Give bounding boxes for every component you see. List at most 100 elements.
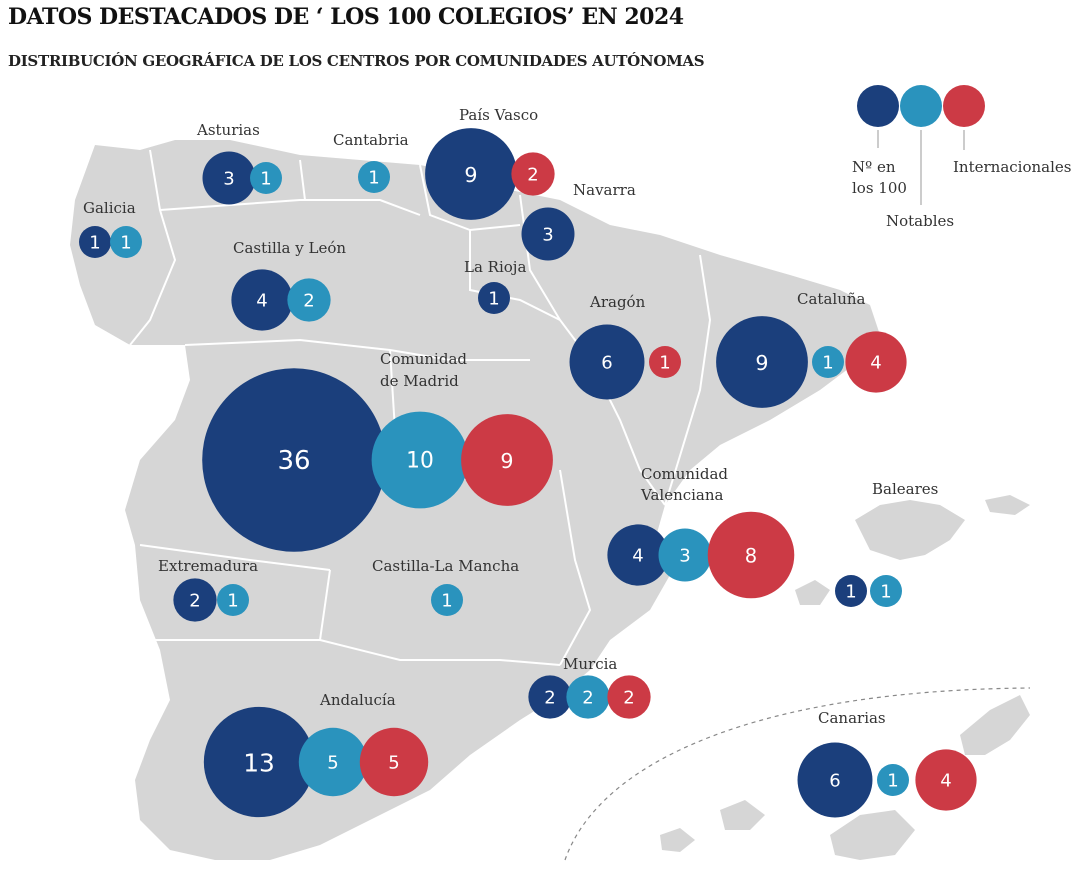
page-subtitle: DISTRIBUCIÓN GEOGRÁFICA DE LOS CENTROS P… xyxy=(8,52,705,70)
bubble-value-notables: 1 xyxy=(227,591,238,612)
bubble-internacionales xyxy=(915,749,977,811)
bubble-value-n100: 3 xyxy=(223,169,234,190)
label-castilla-leon: Castilla y León xyxy=(233,239,346,257)
bubble-value-n100: 1 xyxy=(89,233,100,254)
bubble-value-n100: 13 xyxy=(243,749,275,778)
bubble-value-notables: 1 xyxy=(368,168,379,189)
bubble-value-internacionales: 2 xyxy=(527,165,538,186)
menorca-shape xyxy=(985,495,1030,515)
label-madrid-2: de Madrid xyxy=(380,372,459,390)
bubble-notables xyxy=(371,411,469,509)
bubble-n100 xyxy=(797,742,873,818)
bubble-value-internacionales: 8 xyxy=(745,545,757,568)
bubble-notables xyxy=(870,575,902,607)
legend-n100-label-1: Nº en xyxy=(852,158,896,176)
bubble-notables xyxy=(110,226,142,258)
bubble-value-n100: 9 xyxy=(755,351,768,375)
bubble-n100 xyxy=(528,675,572,719)
bubble-value-n100: 3 xyxy=(542,225,553,246)
ibiza-shape xyxy=(795,580,830,605)
bubble-notables xyxy=(658,528,712,582)
bubbles-layer: 1 13 1 1 9 234 2 16 1 9 1 436 10 94 3 81 12 1 12 2 213 5 56 1 4 xyxy=(79,128,977,818)
bubble-notables xyxy=(812,346,844,378)
bubble-value-internacionales: 5 xyxy=(388,753,399,774)
bubble-internacionales xyxy=(707,511,795,599)
bubble-value-n100: 9 xyxy=(464,163,477,187)
bubble-value-n100: 6 xyxy=(601,353,612,374)
bubble-value-internacionales: 9 xyxy=(500,449,513,473)
bubble-value-n100: 6 xyxy=(829,771,840,792)
legend-n100-label-2: los 100 xyxy=(852,179,907,197)
label-aragon: Aragón xyxy=(589,293,646,311)
legend: Nº en los 100 Notables Internacionales xyxy=(852,85,1071,230)
bubble-n100 xyxy=(569,324,645,400)
bubble-n100 xyxy=(203,706,315,818)
label-canarias: Canarias xyxy=(818,709,886,727)
bubble-value-internacionales: 2 xyxy=(623,688,634,709)
canarias-shape-1 xyxy=(960,695,1030,755)
bubble-n100 xyxy=(607,524,669,586)
canarias-shape-3 xyxy=(720,800,765,830)
legend-notables-label: Notables xyxy=(886,212,954,230)
bubble-n100 xyxy=(202,151,256,205)
label-navarra: Navarra xyxy=(573,181,636,199)
bubble-value-notables: 1 xyxy=(441,591,452,612)
bubble-notables xyxy=(298,727,368,797)
bubble-internacionales xyxy=(511,152,555,196)
label-baleares: Baleares xyxy=(872,480,938,498)
label-la-rioja: La Rioja xyxy=(464,258,526,276)
bubble-n100 xyxy=(478,282,510,314)
bubble-value-notables: 1 xyxy=(120,233,131,254)
bubble-n100 xyxy=(202,368,386,552)
bubble-value-notables: 1 xyxy=(880,582,891,603)
baleares-shape xyxy=(855,500,965,560)
bubble-value-notables: 2 xyxy=(303,291,314,312)
label-madrid-1: Comunidad xyxy=(380,350,467,368)
legend-notables-swatch xyxy=(900,85,942,127)
bubble-notables xyxy=(217,584,249,616)
label-valenciana-2: Valenciana xyxy=(640,486,724,504)
label-extremadura: Extremadura xyxy=(158,557,258,575)
bubble-value-notables: 5 xyxy=(327,753,338,774)
bubble-n100 xyxy=(173,578,217,622)
bubble-value-internacionales: 4 xyxy=(940,771,951,792)
bubble-notables xyxy=(566,675,610,719)
label-valenciana-1: Comunidad xyxy=(641,465,728,483)
bubble-value-n100: 4 xyxy=(632,546,643,567)
canarias-separator xyxy=(564,687,1031,861)
bubble-n100 xyxy=(425,128,517,220)
page-title: DATOS DESTACADOS DE ‘ LOS 100 COLEGIOS’ … xyxy=(8,4,684,30)
bubble-value-notables: 10 xyxy=(406,449,434,474)
label-cantabria: Cantabria xyxy=(333,131,409,149)
peninsula-shape xyxy=(70,140,880,860)
bubble-n100 xyxy=(79,226,111,258)
bubble-value-notables: 2 xyxy=(582,688,593,709)
bubble-internacionales xyxy=(461,414,553,506)
legend-n100-swatch xyxy=(857,85,899,127)
legend-internacionales-label: Internacionales xyxy=(953,158,1071,176)
bubble-internacionales xyxy=(845,331,907,393)
bubble-n100 xyxy=(835,575,867,607)
label-asturias: Asturias xyxy=(196,121,260,139)
bubble-value-n100: 4 xyxy=(256,291,267,312)
bubble-internacionales xyxy=(607,675,651,719)
bubble-notables xyxy=(877,764,909,796)
bubble-internacionales xyxy=(359,727,429,797)
bubble-value-n100: 1 xyxy=(845,582,856,603)
bubble-value-n100: 2 xyxy=(544,688,555,709)
bubble-notables xyxy=(287,278,331,322)
bubble-value-n100: 2 xyxy=(189,591,200,612)
label-galicia: Galicia xyxy=(83,199,136,217)
bubble-n100 xyxy=(231,269,293,331)
legend-internacionales-swatch xyxy=(943,85,985,127)
bubble-value-notables: 1 xyxy=(260,169,271,190)
label-castilla-la-mancha: Castilla-La Mancha xyxy=(372,557,519,575)
bubble-value-notables: 1 xyxy=(887,771,898,792)
label-murcia: Murcia xyxy=(563,655,617,673)
bubble-value-internacionales: 1 xyxy=(659,353,670,374)
label-andalucia: Andalucía xyxy=(319,691,396,709)
bubble-notables xyxy=(358,161,390,193)
bubble-n100 xyxy=(716,316,808,408)
bubble-value-internacionales: 4 xyxy=(870,353,881,374)
